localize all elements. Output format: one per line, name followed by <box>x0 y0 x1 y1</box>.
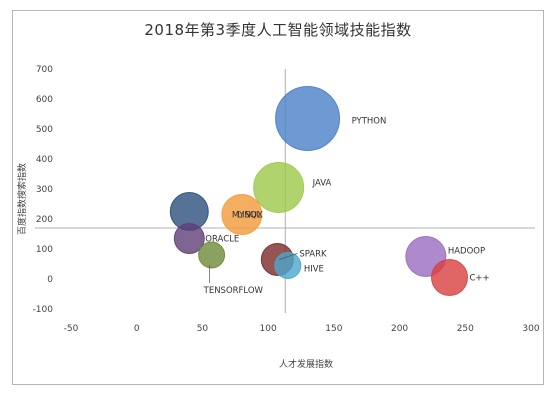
x-tick-label: -50 <box>64 324 79 334</box>
x-tick-label: 150 <box>325 324 342 334</box>
y-tick-label: 100 <box>36 245 53 255</box>
y-tick-label: 400 <box>36 155 53 165</box>
y-tick-label: 700 <box>36 65 53 75</box>
point-label-hadoop: HADOOP <box>448 247 485 257</box>
x-tick-label: 0 <box>134 324 140 334</box>
point-label-python: PYTHON <box>352 117 387 127</box>
x-axis-title: 人才发展指数 <box>279 358 333 370</box>
x-tick-label: 300 <box>522 324 539 334</box>
y-tick-label: 0 <box>47 275 53 285</box>
y-tick-label: 300 <box>36 185 53 195</box>
x-tick-label: 100 <box>260 324 277 334</box>
point-label-oracle: ORACLE <box>205 235 239 245</box>
x-tick-label: 50 <box>197 324 209 334</box>
bubble-python <box>275 86 341 151</box>
y-tick-label: 600 <box>36 95 53 105</box>
point-label-cplusplus: C++ <box>470 274 490 284</box>
bubble-cplusplus <box>431 259 469 296</box>
point-label-spark: SPARK <box>299 250 327 260</box>
y-axis-title: 百度指数搜索指数 <box>16 163 28 235</box>
point-label-mysql: MYSQL <box>232 211 262 221</box>
spark-leader-line <box>279 253 298 260</box>
point-label-linux: LINUX <box>237 211 263 221</box>
x-tick-label: 250 <box>457 324 474 334</box>
scatter-plot: -100 0 100 200 300 400 500 600 700 -50 0 50 100 150 20… <box>16 65 540 370</box>
y-tick-label: 500 <box>36 125 53 135</box>
y-tick-label: -100 <box>33 305 54 315</box>
chart-frame: 2018年第3季度人工智能领域技能指数 -100 0 100 200 300 400 500… <box>12 10 544 385</box>
chart-title: 2018年第3季度人工智能领域技能指数 <box>144 21 412 39</box>
point-label-tensorflow: TENSORFLOW <box>203 286 264 296</box>
bubble-tensorflow <box>198 241 226 269</box>
point-label-java: JAVA <box>312 179 332 189</box>
bubble-oracle <box>173 223 205 254</box>
bubble-java <box>253 162 305 213</box>
x-tick-label: 200 <box>391 324 408 334</box>
point-label-hive: HIVE <box>304 265 324 275</box>
bubble-mysql <box>221 194 263 235</box>
y-tick-label: 200 <box>36 215 53 225</box>
